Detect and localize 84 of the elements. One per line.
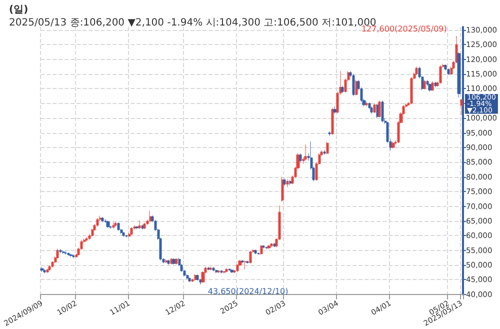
candlestick [244, 260, 247, 270]
candlestick [260, 244, 263, 255]
candlestick [246, 260, 249, 264]
candlestick [267, 244, 271, 250]
candlestick [225, 268, 228, 273]
candlestick [85, 236, 88, 242]
candlestick [117, 222, 120, 231]
annotation: 43,650(2024/12/10) [208, 287, 288, 296]
candlestick [352, 74, 355, 96]
candlestick [122, 232, 125, 238]
candlestick [326, 141, 329, 154]
candlestick [186, 274, 189, 280]
candlestick [273, 242, 276, 248]
candlestick [370, 106, 373, 114]
candlestick [286, 178, 289, 188]
candlestick [428, 83, 432, 92]
candlestick [196, 274, 199, 281]
candlestick [143, 222, 146, 230]
candlestick [67, 252, 70, 256]
candlestick [215, 269, 218, 274]
candlestick [281, 176, 284, 202]
candlestick [188, 277, 191, 282]
candlestick [460, 98, 463, 116]
candlestick [410, 76, 413, 105]
candlestick [96, 218, 99, 227]
candlestick [209, 266, 212, 271]
candlestick [149, 210, 152, 222]
candlestick [228, 268, 231, 272]
candlestick [194, 274, 197, 281]
candlestick [391, 141, 395, 149]
candlestick [172, 258, 176, 265]
candlestick [230, 268, 234, 274]
candlestick [217, 270, 220, 274]
candlestick [423, 80, 426, 90]
candlestick [447, 68, 450, 76]
candlestick [355, 80, 358, 96]
candlestick [331, 108, 334, 136]
candlestick [135, 226, 139, 230]
candlestick [72, 254, 75, 259]
candlestick [241, 260, 244, 264]
candlestick [201, 270, 205, 283]
candlestick [46, 268, 49, 273]
candlestick [299, 153, 302, 162]
candlestick [270, 242, 273, 248]
candlestick [439, 64, 442, 84]
candlestick [212, 266, 215, 272]
candlestick [323, 150, 326, 156]
candlestick [114, 222, 117, 227]
candlestick [51, 260, 54, 268]
candlestick [249, 250, 252, 264]
candlestick [341, 86, 344, 94]
candlestick [40, 266, 44, 272]
candlestick [254, 249, 257, 254]
candlestick [175, 258, 178, 265]
candlestick [223, 270, 226, 274]
candlestick [141, 224, 144, 230]
chart-title: (일) [9, 4, 28, 16]
candlestick [112, 222, 115, 229]
candlestick [236, 264, 239, 272]
candlestick [381, 100, 384, 123]
annotation: 127,600(2025/05/09) [361, 24, 447, 34]
candlestick [257, 252, 260, 255]
candlestick [138, 220, 141, 230]
candlestick [434, 82, 437, 88]
candlestick [373, 103, 376, 114]
candlestick [69, 253, 73, 258]
candlestick [48, 265, 51, 271]
candlestick [333, 106, 337, 114]
candlestick [207, 266, 210, 271]
candlestick [289, 180, 292, 186]
candlestick [283, 178, 286, 186]
candlestick [170, 258, 173, 265]
candlestick [431, 81, 434, 92]
candlestick [91, 228, 94, 237]
candlestick [130, 226, 133, 236]
candlestick [199, 278, 202, 284]
candlestick [43, 268, 46, 274]
candlestick [106, 220, 110, 228]
candlestick [378, 100, 381, 118]
candlestick [415, 66, 418, 76]
candlestick [304, 144, 307, 161]
candlestick [167, 259, 170, 265]
candlestick [368, 102, 371, 110]
candlestick [101, 216, 104, 222]
